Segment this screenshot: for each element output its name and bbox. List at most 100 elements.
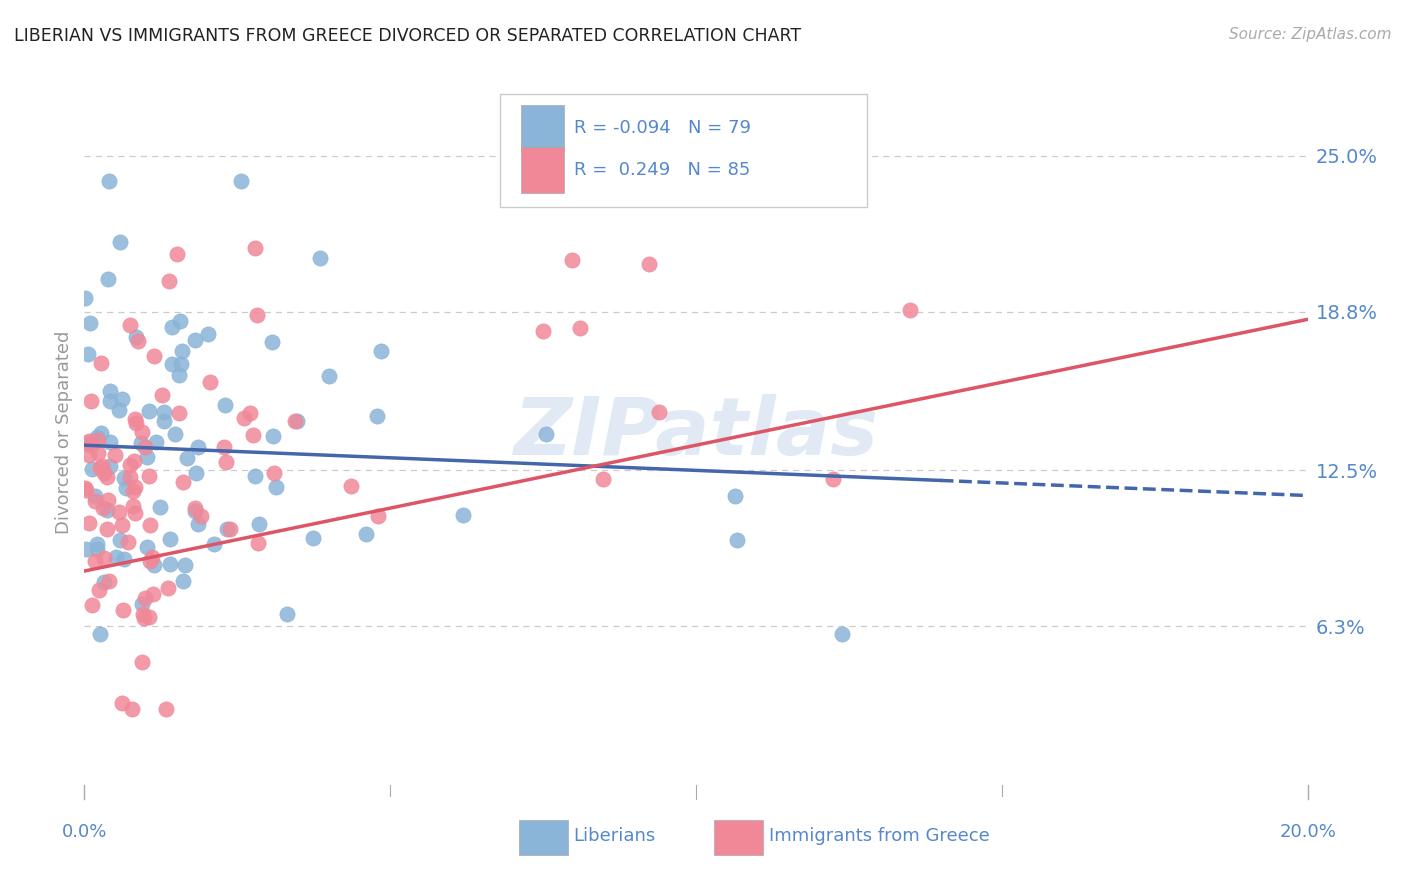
Point bbox=[592, 472, 614, 486]
Point bbox=[84, 493, 107, 508]
Point bbox=[79, 516, 101, 530]
Point bbox=[170, 344, 193, 359]
Text: Liberians: Liberians bbox=[574, 828, 655, 846]
FancyBboxPatch shape bbox=[522, 147, 564, 193]
Text: 20.0%: 20.0% bbox=[1279, 822, 1336, 841]
Point bbox=[129, 435, 152, 450]
Point bbox=[91, 459, 114, 474]
Point bbox=[96, 470, 118, 484]
FancyBboxPatch shape bbox=[501, 95, 868, 207]
Point bbox=[260, 334, 283, 349]
Point bbox=[134, 440, 156, 454]
Point bbox=[117, 534, 139, 549]
Point bbox=[187, 516, 209, 531]
Point bbox=[157, 274, 180, 288]
Point bbox=[166, 247, 188, 261]
Point bbox=[366, 409, 388, 423]
Text: Immigrants from Greece: Immigrants from Greece bbox=[769, 828, 990, 846]
Point bbox=[108, 403, 131, 417]
Point bbox=[138, 554, 160, 568]
Point bbox=[246, 308, 269, 322]
Point bbox=[131, 598, 153, 612]
Point bbox=[247, 535, 270, 549]
Point bbox=[93, 467, 115, 481]
Point bbox=[637, 257, 659, 271]
Point bbox=[176, 450, 198, 465]
Point bbox=[125, 416, 148, 430]
Point bbox=[451, 508, 474, 523]
Point bbox=[354, 527, 377, 541]
Point bbox=[97, 271, 120, 285]
FancyBboxPatch shape bbox=[519, 821, 568, 855]
Point bbox=[262, 429, 284, 443]
Point bbox=[309, 251, 332, 265]
Point bbox=[160, 320, 183, 334]
Point bbox=[219, 522, 242, 536]
Point bbox=[112, 471, 135, 485]
Point bbox=[104, 448, 127, 462]
Point bbox=[122, 454, 145, 468]
Point bbox=[96, 522, 118, 536]
Point bbox=[112, 552, 135, 566]
Point bbox=[77, 448, 100, 462]
Point bbox=[172, 475, 194, 489]
Point bbox=[86, 433, 108, 447]
Point bbox=[86, 430, 108, 444]
Point bbox=[243, 241, 266, 255]
Point bbox=[80, 394, 103, 409]
Point bbox=[142, 558, 165, 572]
Point bbox=[93, 551, 115, 566]
Point bbox=[73, 291, 96, 305]
Point bbox=[145, 435, 167, 450]
Point bbox=[108, 235, 131, 249]
Point bbox=[132, 611, 155, 625]
Point bbox=[187, 440, 209, 454]
Point bbox=[370, 343, 392, 358]
FancyBboxPatch shape bbox=[714, 821, 763, 855]
Point bbox=[111, 518, 134, 533]
Point bbox=[84, 489, 107, 503]
Point bbox=[75, 483, 97, 498]
Point bbox=[184, 333, 207, 347]
Point bbox=[108, 533, 131, 547]
Point bbox=[142, 349, 165, 363]
Y-axis label: Divorced or Separated: Divorced or Separated bbox=[55, 331, 73, 534]
Point bbox=[93, 574, 115, 589]
Point bbox=[118, 458, 141, 472]
Point bbox=[98, 384, 121, 399]
Point bbox=[118, 318, 141, 333]
Point bbox=[138, 469, 160, 483]
Point bbox=[75, 541, 97, 556]
Point bbox=[214, 398, 236, 412]
Text: R =  0.249   N = 85: R = 0.249 N = 85 bbox=[574, 161, 749, 179]
Point bbox=[264, 479, 287, 493]
Point bbox=[89, 627, 111, 641]
Point bbox=[531, 324, 554, 338]
Point bbox=[155, 702, 177, 716]
Point bbox=[229, 174, 252, 188]
Point bbox=[80, 438, 103, 452]
Point bbox=[90, 356, 112, 370]
Point bbox=[76, 436, 98, 450]
Point bbox=[131, 655, 153, 669]
Text: Source: ZipAtlas.com: Source: ZipAtlas.com bbox=[1229, 27, 1392, 42]
Point bbox=[127, 334, 149, 349]
Point bbox=[122, 499, 145, 513]
Point bbox=[87, 446, 110, 460]
Point bbox=[84, 554, 107, 568]
Point bbox=[76, 347, 98, 361]
Point bbox=[86, 537, 108, 551]
Point bbox=[73, 481, 96, 495]
Point bbox=[121, 702, 143, 716]
Point bbox=[136, 450, 159, 465]
Point bbox=[100, 434, 122, 449]
Point bbox=[142, 587, 165, 601]
Point bbox=[79, 317, 101, 331]
Point bbox=[100, 459, 122, 474]
Point bbox=[285, 413, 308, 427]
Text: LIBERIAN VS IMMIGRANTS FROM GREECE DIVORCED OR SEPARATED CORRELATION CHART: LIBERIAN VS IMMIGRANTS FROM GREECE DIVOR… bbox=[14, 27, 801, 45]
Point bbox=[97, 574, 120, 588]
Point bbox=[118, 469, 141, 483]
Point bbox=[169, 314, 191, 328]
Point bbox=[367, 509, 389, 524]
